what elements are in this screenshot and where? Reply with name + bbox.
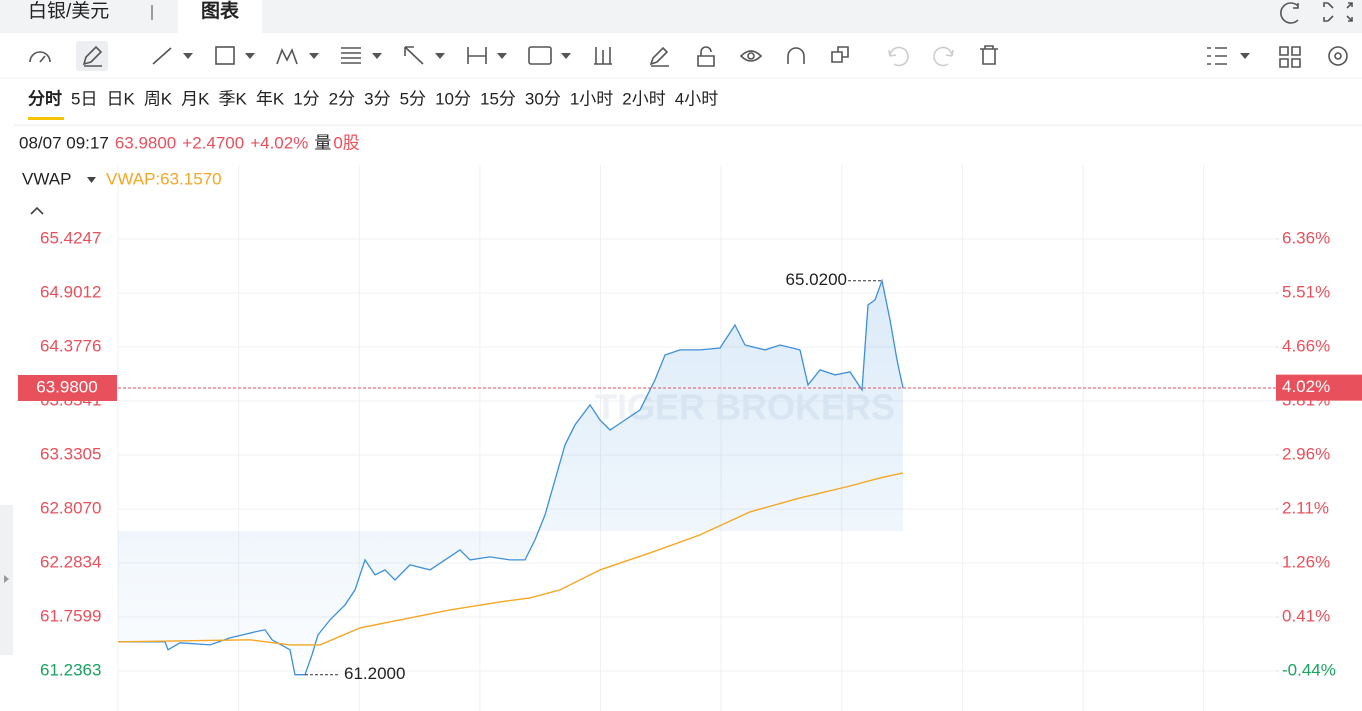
- arrow-icon[interactable]: [404, 46, 424, 65]
- y-tick-label: 63.3305: [40, 444, 101, 463]
- layers-icon[interactable]: [831, 46, 849, 63]
- period-tab[interactable]: 季K: [219, 89, 248, 108]
- indicator-value: VWAP:63.1570: [106, 169, 222, 188]
- period-tab[interactable]: 年K: [256, 89, 285, 108]
- lock-icon[interactable]: [697, 46, 715, 67]
- quote-price: 63.9800: [115, 133, 176, 152]
- dropdown[interactable]: [309, 53, 319, 59]
- fib-icon[interactable]: [341, 47, 361, 64]
- dropdown[interactable]: [372, 53, 382, 59]
- period-tab[interactable]: 周K: [144, 89, 173, 108]
- settings-icon[interactable]: [1328, 46, 1348, 66]
- period-tab[interactable]: 日K: [106, 89, 135, 108]
- last-price-box: [18, 374, 117, 401]
- dropdown[interactable]: [183, 53, 193, 59]
- indicator-name[interactable]: VWAP: [22, 169, 71, 188]
- y-tick-label: 64.3776: [40, 336, 101, 355]
- y-tick-label: 61.2363: [40, 660, 101, 679]
- y-tick-label: 61.7599: [40, 606, 101, 625]
- volume: 0股: [333, 133, 359, 152]
- y-tick-label: 64.9012: [40, 282, 101, 301]
- pen-icon[interactable]: [82, 45, 103, 67]
- y-tick-label: 62.2834: [40, 552, 101, 571]
- period-tab[interactable]: 10分: [435, 89, 471, 108]
- period-tab[interactable]: 3分: [364, 89, 390, 108]
- edit-icon[interactable]: [649, 46, 669, 67]
- period-tab[interactable]: 1小时: [570, 89, 613, 108]
- period-tab[interactable]: 分时: [28, 89, 62, 108]
- y2-tick-label: 1.26%: [1282, 552, 1330, 571]
- refresh-icon[interactable]: [1280, 2, 1299, 24]
- side-arrow[interactable]: [4, 575, 9, 583]
- dropdown[interactable]: [245, 53, 255, 59]
- y2-tick-label: 6.36%: [1282, 228, 1330, 247]
- y-tick-label: 62.8070: [40, 498, 101, 517]
- y2-tick-label: 4.66%: [1282, 336, 1330, 355]
- redo-icon[interactable]: [933, 46, 954, 67]
- line-icon[interactable]: [152, 47, 172, 65]
- text-icon[interactable]: [528, 46, 552, 65]
- min-label: 61.2000: [344, 664, 405, 683]
- magnet-icon[interactable]: [787, 47, 805, 64]
- period-tab[interactable]: 2小时: [622, 89, 665, 108]
- dropdown[interactable]: [87, 177, 96, 183]
- dropdown[interactable]: [1240, 53, 1250, 59]
- price-line: [118, 278, 904, 676]
- rect-icon[interactable]: [215, 46, 235, 65]
- y-tick-label: 65.4247: [40, 228, 101, 247]
- y2-tick-label: 5.51%: [1282, 282, 1330, 301]
- measure-icon[interactable]: [467, 47, 487, 64]
- dropdown[interactable]: [561, 53, 571, 59]
- last-change-box: [1276, 374, 1362, 401]
- eye-pupil[interactable]: [747, 52, 755, 60]
- max-label: 65.0200: [786, 270, 847, 289]
- fullscreen-icon[interactable]: [1323, 2, 1353, 22]
- period-tab[interactable]: 15分: [480, 89, 516, 108]
- collapse-icon[interactable]: [30, 206, 44, 215]
- period-tab[interactable]: 5日: [71, 89, 97, 108]
- quote-change-pct: +4.02%: [250, 133, 308, 152]
- list-icon[interactable]: [1207, 47, 1227, 65]
- dropdown[interactable]: [435, 53, 445, 59]
- period-tab[interactable]: 1分: [293, 89, 319, 108]
- period-tab[interactable]: 5分: [400, 89, 426, 108]
- y2-tick-label: -0.44%: [1282, 660, 1336, 679]
- volume-label: 量: [314, 133, 331, 152]
- chart: TIGER BROKERS65.424764.901264.377663.854…: [18, 165, 1362, 711]
- pattern-icon[interactable]: [276, 47, 298, 65]
- settings-core[interactable]: [1334, 52, 1342, 60]
- period-tab[interactable]: 月K: [181, 89, 210, 108]
- tab[interactable]: [178, 0, 262, 33]
- gauge-icon[interactable]: [29, 51, 51, 63]
- trash-icon[interactable]: [980, 45, 998, 65]
- y2-tick-label: 2.96%: [1282, 444, 1330, 463]
- y2-tick-label: 2.11%: [1282, 498, 1329, 517]
- candle-icon[interactable]: [594, 47, 612, 65]
- period-tab[interactable]: 2分: [329, 89, 355, 108]
- y2-tick-label: 0.41%: [1282, 606, 1330, 625]
- last-price-label: 63.9800: [36, 377, 97, 396]
- toolbar: [0, 41, 1362, 79]
- period-tab[interactable]: 4小时: [675, 89, 718, 108]
- undo-icon[interactable]: [888, 46, 909, 67]
- quote-change: +2.4700: [182, 133, 244, 152]
- eye-icon[interactable]: [739, 50, 763, 62]
- price-area: [118, 280, 903, 675]
- last-change-label: 4.02%: [1282, 377, 1330, 396]
- period-tab[interactable]: 30分: [525, 89, 561, 108]
- instrument-title: 白银/美元: [28, 0, 109, 22]
- vwap-line: [117, 472, 904, 646]
- dropdown[interactable]: [497, 53, 507, 59]
- layout-icon[interactable]: [1279, 46, 1301, 68]
- period-tabs: 分时 5日 日K 周K 月K 季K 年K 1分 2分 3分 5分 10分 15分 30分 1小时 2小时 4小时: [28, 89, 718, 108]
- active-period-underline: [28, 117, 64, 120]
- tab-label[interactable]: 图表: [201, 0, 240, 22]
- quote-time: 08/07 09:17: [19, 133, 109, 152]
